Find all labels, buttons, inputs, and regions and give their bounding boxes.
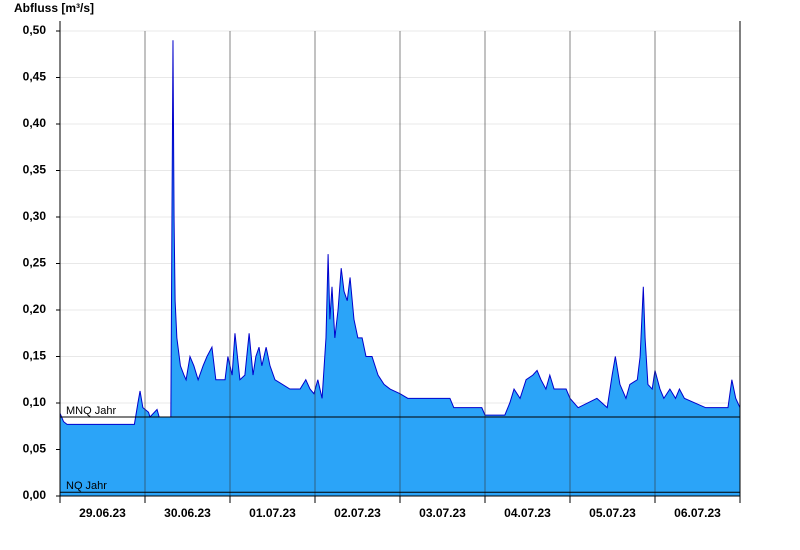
y-tick-label: 0,40	[23, 116, 47, 130]
y-tick-label: 0,35	[23, 163, 47, 177]
x-tick-label: 30.06.23	[164, 506, 211, 520]
y-tick-label: 0,15	[23, 349, 47, 363]
y-tick-label: 0,20	[23, 302, 47, 316]
x-tick-label: 05.07.23	[589, 506, 636, 520]
x-tick-label: 04.07.23	[504, 506, 551, 520]
y-tick-label: 0,50	[23, 23, 47, 37]
y-tick-label: 0,10	[23, 395, 47, 409]
reference-label: MNQ Jahr	[66, 405, 116, 417]
area-line	[59, 40, 741, 425]
y-tick-label: 0,25	[23, 256, 47, 270]
y-tick-label: 0,30	[23, 209, 47, 223]
y-tick-label: 0,00	[23, 488, 47, 502]
y-tick-label: 0,05	[23, 442, 47, 456]
chart-title: Abfluss [m³/s]	[14, 1, 94, 15]
x-tick-label: 02.07.23	[334, 506, 381, 520]
x-tick-label: 03.07.23	[419, 506, 466, 520]
y-tick-label: 0,45	[23, 70, 47, 84]
x-tick-label: 06.07.23	[674, 506, 721, 520]
reference-label: NQ Jahr	[66, 480, 107, 492]
x-tick-label: 29.06.23	[79, 506, 126, 520]
x-tick-label: 01.07.23	[249, 506, 296, 520]
